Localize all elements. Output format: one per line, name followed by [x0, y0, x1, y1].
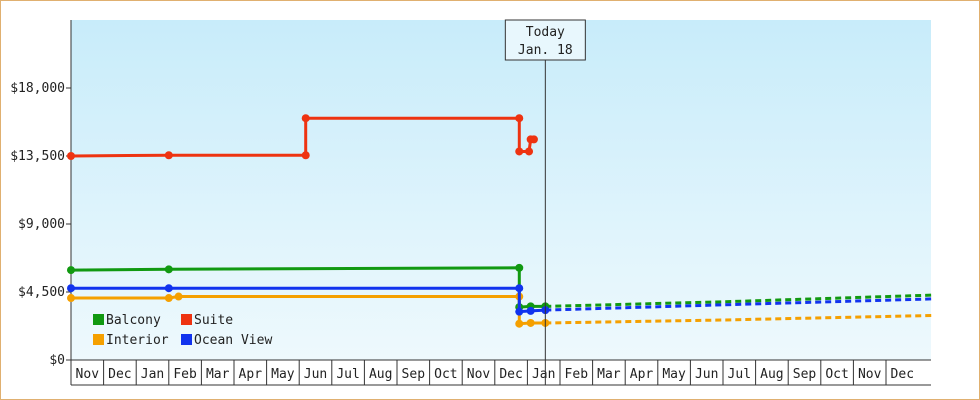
- y-tick-label: $4,500: [18, 285, 65, 300]
- x-tick-label: Oct: [825, 367, 848, 382]
- today-label: Today: [526, 25, 565, 40]
- x-tick-label: Mar: [597, 367, 621, 382]
- data-point: [529, 135, 538, 144]
- today-date: Jan. 18: [518, 43, 573, 58]
- y-tick-label: $18,000: [10, 81, 65, 96]
- legend-swatch: [181, 334, 192, 345]
- data-point: [515, 147, 524, 156]
- data-point: [164, 284, 173, 293]
- x-tick-label: May: [662, 367, 686, 382]
- data-point: [67, 266, 75, 275]
- x-tick-label: Mar: [206, 367, 230, 382]
- x-tick-label: Jun: [695, 367, 718, 382]
- data-point: [67, 294, 75, 303]
- x-tick-label: Sep: [793, 367, 817, 382]
- legend-label: Suite: [194, 313, 233, 328]
- plot-area: [71, 20, 931, 360]
- data-point: [526, 318, 535, 327]
- data-point: [301, 151, 310, 160]
- x-tick-label: Apr: [630, 367, 654, 382]
- legend-label: Ocean View: [194, 333, 272, 348]
- legend-swatch: [93, 314, 104, 325]
- series-lines: [67, 114, 935, 328]
- x-tick-label: Dec: [108, 367, 131, 382]
- data-point: [515, 319, 524, 328]
- legend: Balcony Suite Interior Ocean View: [93, 313, 272, 348]
- data-point: [164, 151, 173, 160]
- data-point: [164, 265, 173, 274]
- x-tick-label: Feb: [565, 367, 589, 382]
- legend-label: Balcony: [106, 313, 161, 328]
- legend-label: Interior: [106, 333, 169, 348]
- x-tick-label: Apr: [239, 367, 263, 382]
- legend-swatch: [93, 334, 104, 345]
- x-axis: Nov Dec Jan Feb Mar Apr May Jun Jul Aug Sep Oct Nov D…: [70, 359, 931, 386]
- x-tick-label: Aug: [760, 367, 783, 382]
- data-point: [67, 152, 75, 160]
- x-tick-label: Nov: [76, 367, 100, 382]
- x-tick-label: Jan: [532, 367, 555, 382]
- x-tick-label: Dec: [891, 367, 914, 382]
- x-tick-label: Jul: [336, 367, 359, 382]
- x-tick-label: Aug: [369, 367, 392, 382]
- data-point: [301, 114, 310, 123]
- y-tick-label: $0: [49, 353, 65, 368]
- y-tick-label: $9,000: [18, 217, 65, 232]
- x-tick-label: Dec: [499, 367, 522, 382]
- legend-swatch: [181, 314, 192, 325]
- x-tick-label: Sep: [402, 367, 426, 382]
- x-tick-label: May: [271, 367, 295, 382]
- x-tick-label: Jan: [141, 367, 164, 382]
- x-tick-label: Jul: [728, 367, 751, 382]
- data-point: [526, 306, 535, 315]
- data-point: [515, 307, 524, 316]
- data-point: [515, 114, 524, 123]
- data-point: [525, 147, 534, 156]
- today-box: [504, 19, 586, 61]
- x-tick-label: Nov: [467, 367, 491, 382]
- y-tick-label: $13,500: [10, 149, 65, 164]
- x-tick-label: Feb: [173, 367, 197, 382]
- x-tick-label: Jun: [304, 367, 327, 382]
- data-point: [515, 284, 524, 293]
- today-marker: Today Jan. 18: [504, 19, 586, 385]
- data-point: [67, 284, 75, 293]
- y-axis: $0 $4,500 $9,000 $13,500 $18,000: [10, 20, 72, 368]
- x-tick-label: Nov: [858, 367, 882, 382]
- data-point: [515, 263, 524, 272]
- x-tick-label: Oct: [434, 367, 457, 382]
- data-point: [174, 292, 183, 301]
- data-point: [164, 294, 173, 303]
